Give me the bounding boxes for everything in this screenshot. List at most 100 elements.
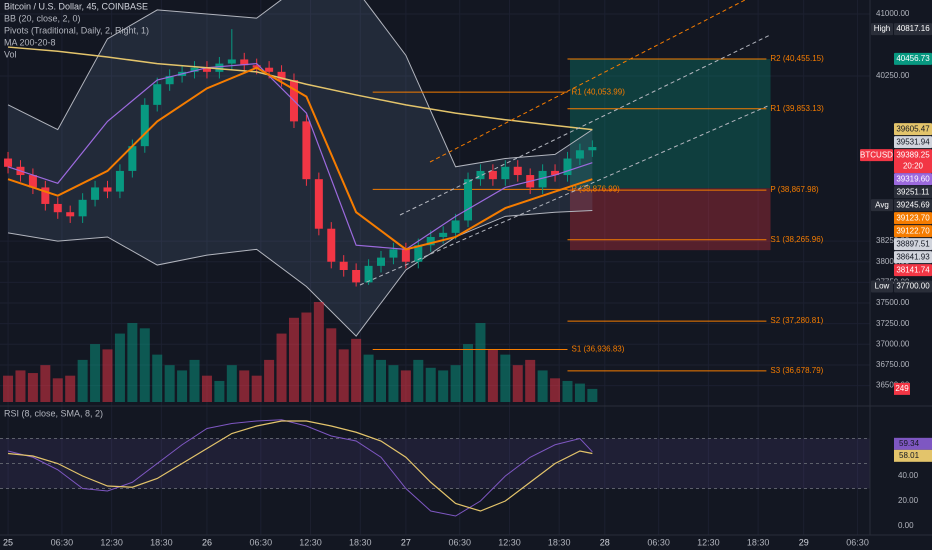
y-tick-label: 37000.00	[876, 339, 910, 348]
volume-bar	[425, 367, 436, 402]
volume-bar	[450, 365, 461, 402]
candle-body	[464, 179, 473, 221]
price-tag-name-box	[871, 199, 893, 212]
volume-bar	[90, 344, 101, 402]
volume-bar	[326, 328, 337, 402]
price-tag-label: 37700.00	[896, 282, 930, 291]
volume-bar	[463, 344, 474, 402]
candle-body	[327, 228, 336, 262]
rsi-tick-label: 20.00	[898, 496, 919, 505]
y-tick-label: 38250.00	[876, 236, 910, 245]
candle-body	[339, 261, 348, 270]
candle-body	[153, 84, 162, 105]
candle-body	[302, 121, 311, 180]
candle-body	[588, 147, 597, 151]
rsi-tag	[894, 449, 932, 462]
x-tick-label: 06:30	[448, 537, 471, 547]
candle-body	[103, 187, 112, 192]
volume-bar	[537, 370, 548, 402]
volume-bar	[487, 349, 498, 402]
price-tag-name: Avg	[875, 200, 889, 209]
price-tag	[894, 23, 932, 36]
price-tag-name-box	[871, 280, 893, 293]
price-tag	[894, 212, 932, 225]
x-tick-label: 18:30	[150, 537, 173, 547]
x-tick-label: 27	[401, 537, 411, 547]
volume-bar	[313, 302, 324, 402]
rsi-sma	[7, 420, 593, 512]
volume-bar	[102, 349, 113, 402]
candle-body	[4, 158, 13, 167]
volume-bar	[65, 375, 76, 402]
candle-body	[128, 146, 137, 171]
volume-bar	[164, 365, 175, 402]
volume-tag-label: 249	[895, 384, 909, 393]
volume-bar	[189, 359, 200, 402]
rsi-tag	[894, 437, 932, 450]
candle-body	[488, 170, 497, 180]
y-tick-label: 36500.00	[876, 381, 910, 390]
channel-line	[429, 0, 746, 163]
volume-bar	[500, 354, 511, 402]
price-tag-label: 39251.11	[897, 187, 930, 196]
price-pane: R1 (40,053.99) P (38,876.99) S1 (36,936.83…	[3, 0, 824, 402]
candle-body	[165, 75, 174, 85]
candle-body	[202, 67, 211, 72]
price-tag-label: 38141.74	[896, 265, 930, 274]
volume-bar	[376, 359, 387, 402]
pivot-label: S2 (37,280.81)	[770, 316, 823, 325]
ma-fast	[7, 66, 593, 251]
bb-basis	[7, 62, 593, 250]
price-tag-label: 39245.69	[896, 200, 930, 209]
volume-bar	[562, 380, 573, 402]
price-tag	[894, 251, 932, 264]
volume-bar	[475, 323, 486, 402]
pivot-label: R1 (39,853.13)	[770, 104, 824, 113]
price-tag-label: 39319.60	[896, 174, 930, 183]
position-stop	[569, 188, 771, 251]
x-tick-label: 12:30	[498, 537, 521, 547]
rsi-title: RSI (8, close, SMA, 8, 2)	[4, 408, 103, 418]
channel	[359, 0, 771, 286]
candle-body	[240, 59, 249, 66]
volume-bar	[114, 333, 125, 402]
volume-bar	[512, 365, 523, 402]
candle-body	[140, 104, 149, 147]
candle-body	[215, 63, 224, 72]
volume-bar	[3, 375, 14, 402]
volume-tag	[894, 382, 910, 395]
candle-body	[575, 150, 584, 159]
candle-body	[364, 265, 373, 283]
price-tag	[894, 123, 932, 136]
x-tick-label: 29	[799, 537, 809, 547]
study-label: MA 200-20-8	[4, 37, 56, 47]
candle-body	[41, 187, 50, 204]
price-tag	[894, 199, 932, 212]
price-tag-label: 40817.16	[896, 24, 930, 33]
pivot-label: P (38,867.98)	[770, 185, 819, 194]
x-tick-label: 12:30	[100, 537, 123, 547]
candle-body	[314, 179, 323, 229]
price-tag	[894, 52, 932, 65]
pivot-label: R2 (40,455.15)	[770, 54, 824, 63]
volume-bar	[338, 349, 349, 402]
rsi-pane	[0, 419, 870, 517]
pivot-label: S1 (38,265.96)	[770, 235, 823, 244]
candle-body	[53, 203, 62, 213]
position-target	[569, 59, 771, 189]
candle-body	[451, 220, 460, 233]
candle-body	[563, 158, 572, 176]
x-tick-label: 06:30	[51, 537, 74, 547]
volume-bar	[574, 383, 585, 402]
volume-bar	[438, 370, 449, 402]
pivot-label: S1 (36,936.83)	[571, 345, 624, 354]
candle-body	[551, 170, 560, 176]
y-tick-label: 38000.00	[876, 257, 910, 266]
volume-bar	[201, 375, 212, 402]
candle-body	[227, 59, 236, 64]
candle-body	[28, 175, 37, 188]
price-tag-name-box	[871, 23, 893, 36]
candle-body	[377, 257, 386, 266]
x-tick-label: 06:30	[846, 537, 869, 547]
